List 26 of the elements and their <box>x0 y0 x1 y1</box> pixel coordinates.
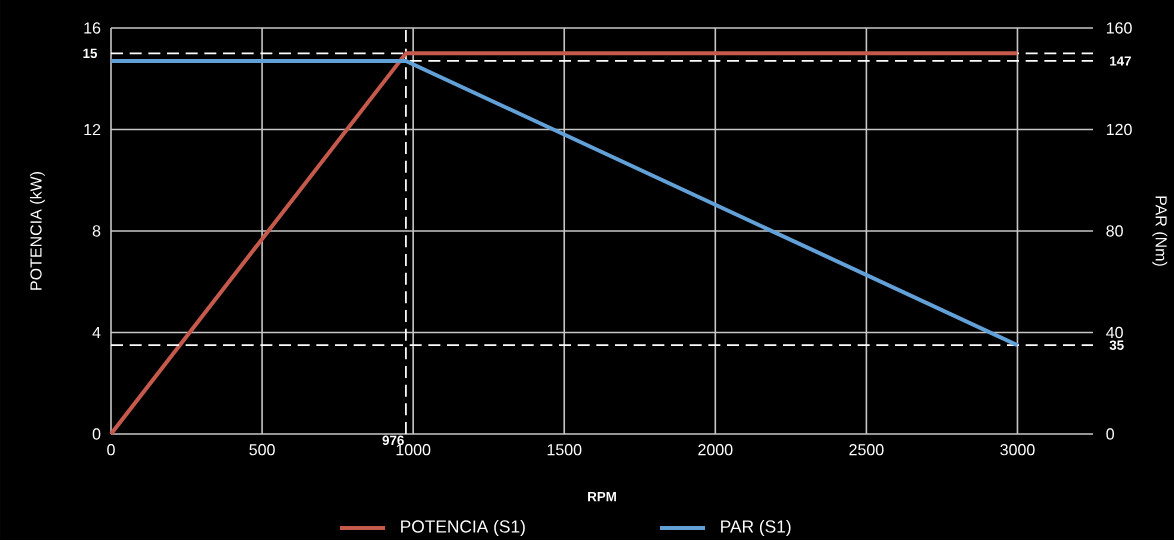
x-tick-label: 3000 <box>1000 444 1035 456</box>
x-axis-title: RPM <box>588 492 616 502</box>
y-tick-label: 12 <box>84 124 101 136</box>
x-tick-label: 1500 <box>547 444 582 456</box>
y2-tick-label: 80 <box>1106 225 1123 237</box>
y-tick-label: 16 <box>84 22 101 34</box>
y-tick-label: 8 <box>92 225 101 237</box>
x-tick-label: 1000 <box>396 444 431 456</box>
ref-line-label: 15 <box>83 48 98 59</box>
y-axis-title: POTENCIA (kW) <box>29 172 45 290</box>
y2-tick-label: 0 <box>1106 428 1114 440</box>
legend-label: PAR (S1) <box>721 520 791 537</box>
y-tick-label: 4 <box>92 327 101 339</box>
ref-line-label: 976 <box>382 435 404 446</box>
ref-line-label: 147 <box>1110 56 1131 66</box>
y-tick-label: 0 <box>92 428 101 440</box>
y2-tick-label: 40 <box>1106 327 1123 339</box>
y2-tick-label: 120 <box>1106 124 1132 136</box>
x-tick-label: 2500 <box>849 444 884 456</box>
x-tick-label: 2000 <box>698 444 733 456</box>
x-tick-label: 0 <box>107 444 115 456</box>
y2-tick-label: 160 <box>1106 22 1132 34</box>
ref-line-label: 35 <box>1109 340 1124 351</box>
legend-label: POTENCIA (S1) <box>401 520 525 537</box>
x-tick-label: 500 <box>249 444 275 456</box>
y2-axis-title: PAR (Nm) <box>1152 196 1168 267</box>
